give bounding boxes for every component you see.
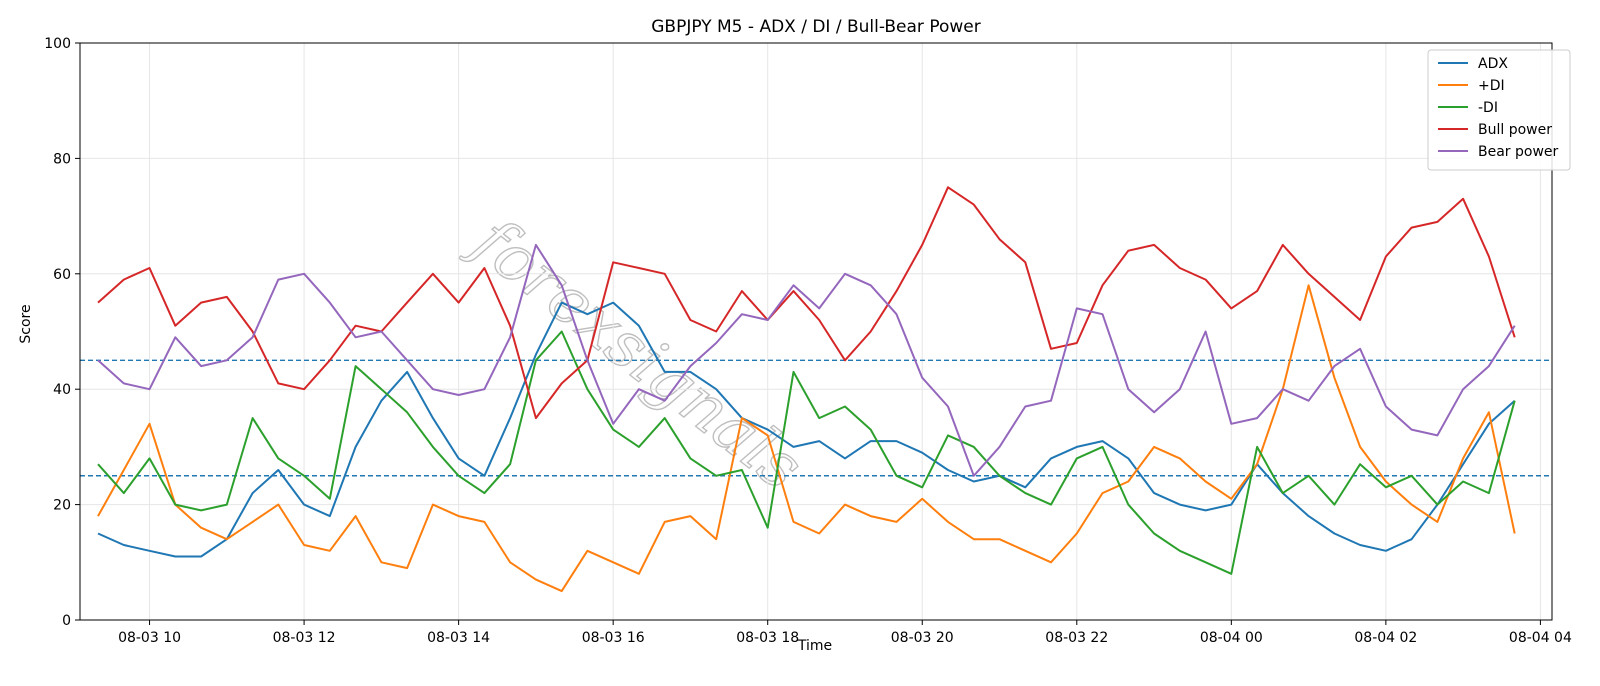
series-line-di	[97, 330, 1516, 575]
series-line-di	[97, 284, 1516, 593]
y-axis: 0 20 40 60 80 100	[44, 36, 80, 629]
y-tick-label: 60	[53, 267, 71, 283]
legend-label: -DI	[1478, 100, 1498, 116]
x-tick-label: 08-03 16	[582, 630, 645, 646]
x-axis: 08-03 10 08-03 12 08-03 14 08-03 16 08-03 18…	[118, 620, 1572, 646]
x-tick-label: 08-03 18	[736, 630, 799, 646]
y-tick-label: 100	[44, 36, 71, 52]
legend: ADX +DI -DI Bull power Bear power	[1427, 49, 1571, 171]
x-tick-label: 08-04 02	[1354, 630, 1417, 646]
series-line-adx	[97, 301, 1516, 558]
x-axis-label: Time	[797, 638, 832, 654]
x-tick-label: 08-03 10	[118, 630, 181, 646]
y-tick-label: 0	[62, 613, 71, 629]
legend-label: Bull power	[1478, 122, 1552, 138]
y-tick-label: 20	[53, 498, 71, 514]
legend-label: Bear power	[1478, 144, 1559, 160]
series-line-bull-power	[97, 186, 1516, 420]
chart-title: GBPJPY M5 - ADX / DI / Bull-Bear Power	[651, 17, 980, 37]
x-tick-label: 08-03 20	[891, 630, 954, 646]
x-tick-label: 08-03 12	[273, 630, 336, 646]
y-axis-label: Score	[18, 304, 34, 343]
legend-label: +DI	[1478, 78, 1505, 94]
y-tick-label: 80	[53, 151, 71, 167]
x-tick-label: 08-04 04	[1509, 630, 1572, 646]
y-tick-label: 40	[53, 382, 71, 398]
x-tick-label: 08-04 00	[1200, 630, 1263, 646]
reference-lines	[80, 359, 1552, 477]
legend-label: ADX	[1478, 56, 1508, 72]
series-line-bear-power	[97, 243, 1516, 477]
x-tick-label: 08-03 22	[1045, 630, 1108, 646]
series-lines	[97, 186, 1516, 593]
legend-box	[1427, 49, 1571, 171]
plot-frame	[79, 42, 1553, 621]
x-tick-label: 08-03 14	[427, 630, 490, 646]
